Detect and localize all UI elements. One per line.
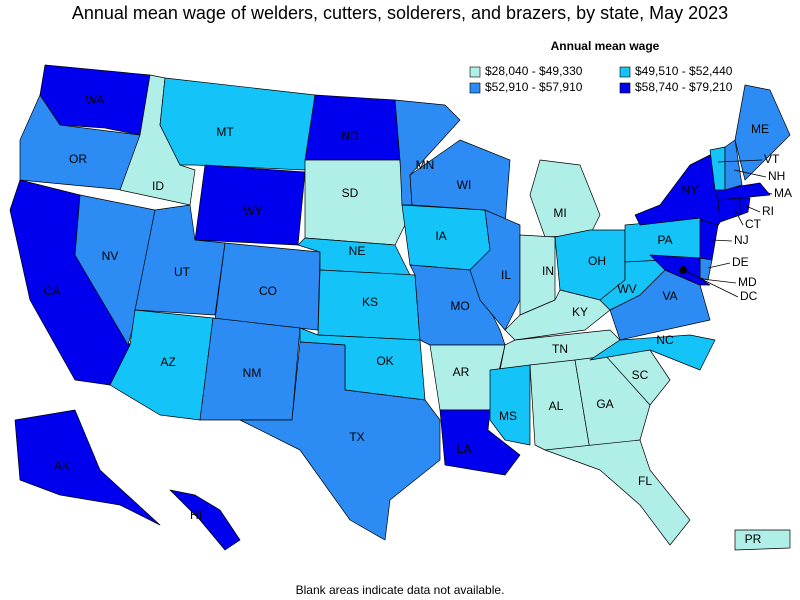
state-shape [239, 341, 441, 541]
state-label: DE [732, 255, 749, 269]
state-label: WI [457, 178, 472, 192]
state-label: ID [152, 179, 164, 193]
state-label: RI [762, 204, 774, 218]
state-label: OH [588, 254, 606, 268]
legend-swatch [619, 82, 631, 94]
state-shape [699, 257, 713, 281]
state-label: WV [617, 282, 636, 296]
state-label: MI [553, 206, 566, 220]
state-label: NH [768, 169, 785, 183]
state-label: SD [342, 186, 359, 200]
legend-swatch [619, 66, 631, 78]
state-label: NJ [734, 233, 749, 247]
state-shape [14, 409, 161, 526]
state-label: HI [190, 508, 202, 522]
state-label: NE [349, 244, 366, 258]
leader-line [682, 269, 739, 298]
state-label: NY [682, 183, 699, 197]
legend-label: $52,910 - $57,910 [485, 80, 583, 94]
state-label: SC [632, 368, 649, 382]
state-labels: WA OR CA NV ID MT WY UT CO AZ NM ND SD NE KS OK TX MN IA MO… [44, 93, 792, 546]
state-label: ME [751, 122, 769, 136]
state-label: MO [450, 299, 469, 313]
state-label: WA [86, 93, 105, 107]
legend-swatch [469, 66, 481, 78]
state-label: NV [102, 249, 119, 263]
leader-line [745, 205, 761, 213]
state-shape [304, 159, 406, 246]
state-shape [529, 159, 601, 238]
state-label: IL [501, 268, 511, 282]
state-label: KS [362, 295, 378, 309]
leader-line [717, 159, 763, 163]
state-label: CO [259, 284, 277, 298]
state-label: VA [662, 289, 677, 303]
state-shape [489, 364, 531, 446]
state-label: CA [44, 284, 61, 298]
state-label: VT [764, 152, 780, 166]
state-label: IN [542, 264, 554, 278]
state-label: MS [499, 409, 517, 423]
state-label: DC [740, 289, 758, 303]
state-label: AR [453, 365, 470, 379]
leader-line [767, 192, 773, 195]
state-label: WY [243, 204, 262, 218]
state-label: UT [174, 265, 191, 279]
footnote: Blank areas indicate data not available. [296, 583, 505, 597]
legend-label: $58,740 - $79,210 [635, 80, 733, 94]
state-label: NC [656, 333, 674, 347]
legend-title: Annual mean wage [551, 39, 660, 53]
state-label: KY [572, 305, 588, 319]
map-title: Annual mean wage of welders, cutters, so… [72, 3, 728, 23]
state-label: MT [216, 125, 234, 139]
state-label: MA [774, 186, 792, 200]
state-label: OR [69, 152, 87, 166]
leader-line [734, 209, 744, 226]
state-label: IA [435, 229, 446, 243]
state-label: ND [341, 129, 359, 143]
state-shape [734, 529, 791, 551]
state-label: LA [457, 442, 472, 456]
states [9, 64, 791, 551]
state-label: MD [738, 275, 757, 289]
state-shape [159, 77, 316, 171]
leader-line [733, 169, 767, 178]
state-label: CT [745, 217, 762, 231]
state-label: TX [349, 430, 364, 444]
state-label: PR [745, 532, 762, 546]
state-label: AZ [160, 355, 175, 369]
state-label: OK [376, 354, 393, 368]
state-shape [717, 197, 741, 223]
leader-line [707, 262, 731, 269]
state-shape [169, 489, 241, 551]
leader-line [701, 278, 737, 284]
state-label: PA [657, 233, 672, 247]
legend-swatch [469, 82, 481, 94]
state-label: MN [416, 158, 435, 172]
state-shape [734, 84, 791, 181]
leader-line [711, 239, 733, 242]
state-shape [724, 139, 743, 191]
state-label: NM [243, 366, 262, 380]
state-label: GA [596, 397, 613, 411]
state-shape [714, 182, 771, 201]
state-shape [544, 439, 691, 546]
state-shape [739, 197, 751, 216]
state-label: FL [638, 474, 652, 488]
state-label: AL [549, 399, 564, 413]
legend-label: $28,040 - $49,330 [485, 64, 583, 78]
state-shape [304, 94, 401, 161]
state-label: AK [54, 459, 70, 473]
legend-label: $49,510 - $52,440 [635, 64, 733, 78]
state-label: TN [552, 342, 568, 356]
